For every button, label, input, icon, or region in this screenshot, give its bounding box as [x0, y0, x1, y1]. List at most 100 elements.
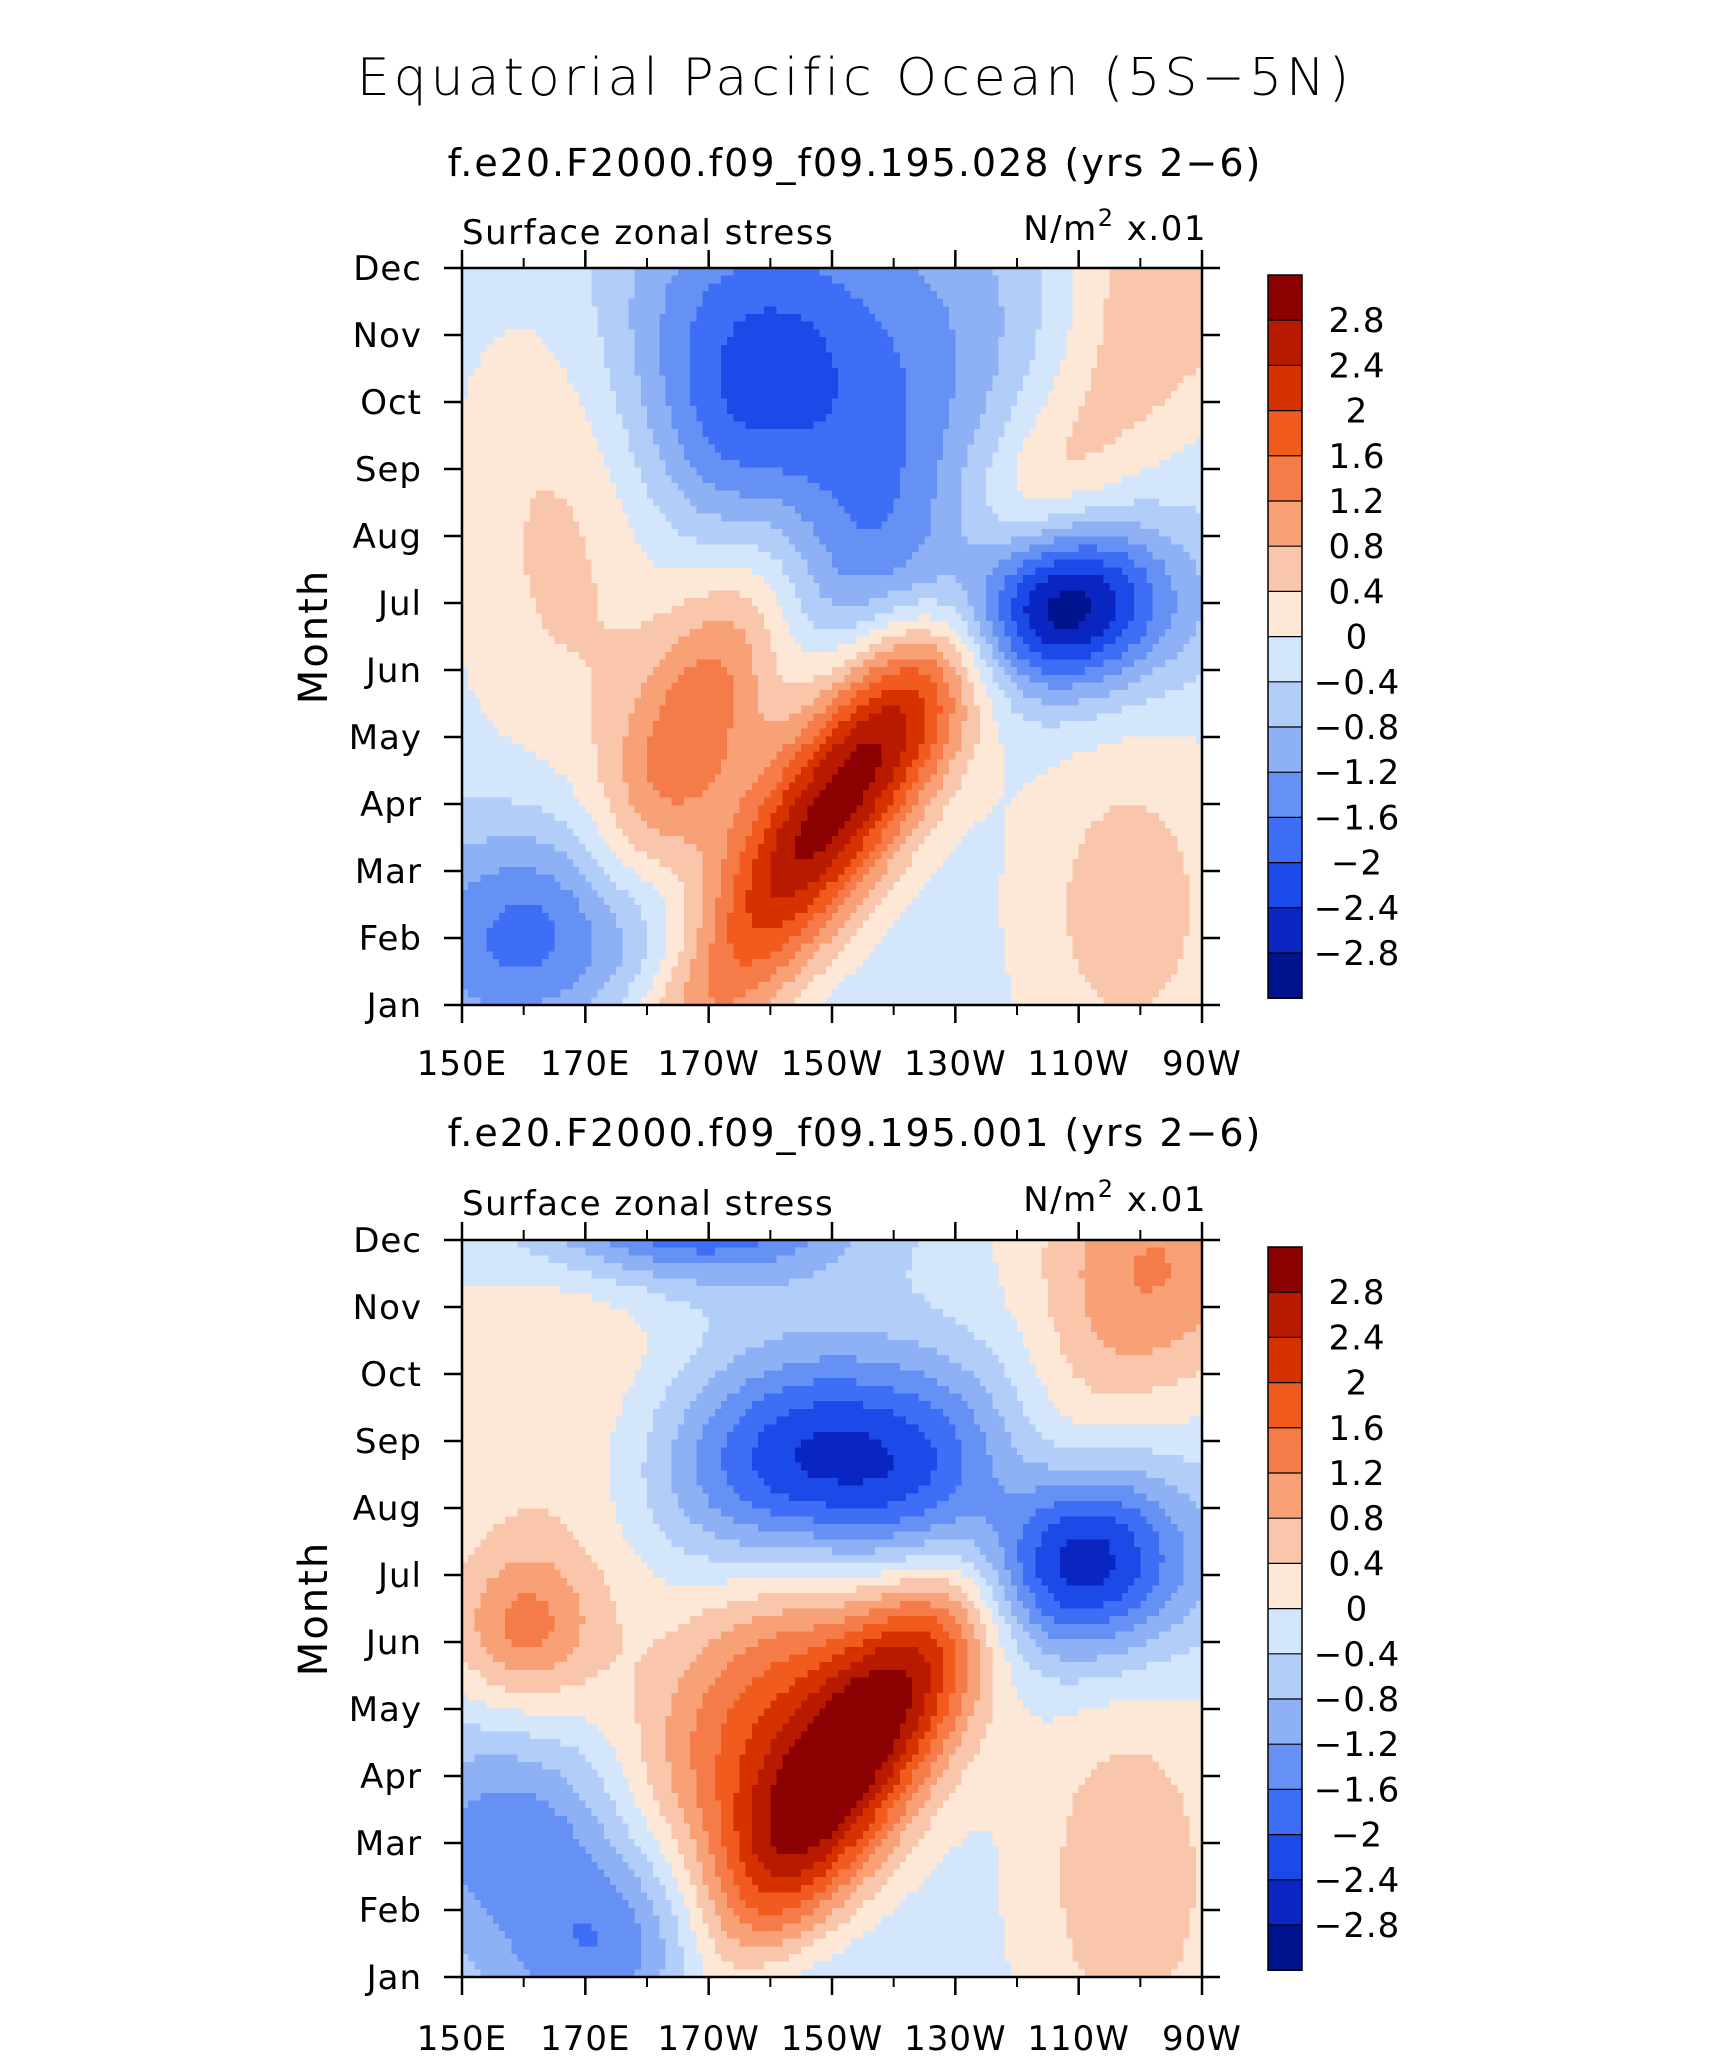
x-tick-label: 110W	[1027, 1044, 1130, 1084]
colorbar-swatch	[1268, 456, 1302, 502]
colorbar-swatch	[1268, 1428, 1302, 1474]
colorbar-swatch	[1268, 1654, 1302, 1700]
x-tick-label: 110W	[1027, 2019, 1130, 2059]
colorbar-label: −0.4	[1314, 663, 1401, 703]
colorbar-swatch	[1268, 1518, 1302, 1564]
colorbar-swatch	[1268, 1699, 1302, 1745]
figure-canvas: f.e20.F2000.f09_f09.195.028 (yrs 2−6) Sur…	[0, 0, 1710, 2059]
y-tick-label: Aug	[353, 1489, 422, 1529]
y-tick-label: May	[349, 718, 422, 758]
y-tick-label: May	[349, 1690, 422, 1730]
y-tick-label: Apr	[360, 1757, 422, 1797]
contour-field	[462, 1240, 1203, 1978]
colorbar-label: −1.6	[1314, 798, 1401, 838]
panel-units-label: N/m2 x.01	[1023, 1175, 1207, 1220]
x-tick-label: 150E	[417, 1044, 507, 1084]
colorbar-label: −1.2	[1314, 753, 1401, 793]
x-tick-label: 90W	[1162, 2019, 1242, 2059]
x-tick-label: 130W	[904, 1044, 1007, 1084]
y-axis-label: Month	[291, 1541, 337, 1676]
colorbar: 2.82.421.61.20.80.40−0.4−0.8−1.2−1.6−2−2…	[1268, 275, 1400, 999]
colorbar-swatch	[1268, 365, 1302, 411]
colorbar-swatch	[1268, 953, 1302, 999]
x-tick-label: 170W	[657, 1044, 760, 1084]
colorbar-swatch	[1268, 1473, 1302, 1519]
colorbar-label: −0.8	[1314, 708, 1401, 748]
y-tick-label: Aug	[353, 517, 422, 557]
colorbar-label: 2	[1346, 1364, 1369, 1404]
colorbar-label: −2.8	[1314, 934, 1401, 974]
colorbar-swatch	[1268, 727, 1302, 773]
colorbar-label: 1.6	[1328, 1409, 1385, 1449]
colorbar-swatch	[1268, 1789, 1302, 1835]
y-tick-label: Mar	[355, 852, 422, 892]
colorbar-swatch	[1268, 501, 1302, 547]
colorbar-label: 0	[1346, 1590, 1369, 1630]
colorbar-swatch	[1268, 320, 1302, 366]
x-tick-label: 130W	[904, 2019, 1007, 2059]
colorbar-swatch	[1268, 1609, 1302, 1655]
x-tick-label: 150E	[417, 2019, 507, 2059]
x-tick-label: 150W	[781, 2019, 884, 2059]
colorbar-label: 1.2	[1328, 1454, 1385, 1494]
y-tick-label: Jun	[364, 651, 422, 691]
panel-left-label: Surface zonal stress	[462, 1184, 834, 1224]
y-tick-label: Nov	[353, 316, 422, 356]
colorbar-label: 1.6	[1328, 437, 1385, 477]
x-tick-label: 170E	[540, 2019, 630, 2059]
colorbar-label: 0	[1346, 618, 1369, 658]
y-tick-label: Apr	[360, 785, 422, 825]
y-tick-label: Dec	[353, 1221, 422, 1261]
x-tick-label: 170W	[657, 2019, 760, 2059]
colorbar-swatch	[1268, 1835, 1302, 1881]
colorbar-label: 2.8	[1328, 1273, 1385, 1313]
y-tick-label: Jul	[376, 1556, 422, 1596]
colorbar-swatch	[1268, 1563, 1302, 1609]
colorbar-label: −0.8	[1314, 1680, 1401, 1720]
colorbar-swatch	[1268, 546, 1302, 592]
colorbar-swatch	[1268, 637, 1302, 683]
colorbar-label: 0.8	[1328, 1499, 1385, 1539]
heatmap-panel-1: f.e20.F2000.f09_f09.195.028 (yrs 2−6) Sur…	[291, 141, 1400, 1084]
colorbar-swatch	[1268, 1247, 1302, 1293]
colorbar-label: −2	[1331, 844, 1383, 884]
colorbar-swatch	[1268, 1925, 1302, 1971]
y-axis-label: Month	[291, 569, 337, 704]
colorbar-label: 2.4	[1328, 1318, 1385, 1358]
y-tick-label: Nov	[353, 1288, 422, 1328]
contour-field	[462, 268, 1203, 1006]
colorbar-swatch	[1268, 1383, 1302, 1429]
y-tick-label: Sep	[355, 1422, 422, 1462]
panel-subtitle: f.e20.F2000.f09_f09.195.028 (yrs 2−6)	[448, 141, 1263, 185]
x-tick-label: 170E	[540, 1044, 630, 1084]
colorbar-label: 2	[1346, 392, 1369, 432]
colorbar-swatch	[1268, 275, 1302, 321]
colorbar-swatch	[1268, 1744, 1302, 1790]
panel-left-label: Surface zonal stress	[462, 213, 834, 253]
colorbar-label: −2	[1331, 1816, 1383, 1856]
x-tick-label: 90W	[1162, 1044, 1242, 1084]
y-tick-label: Sep	[355, 450, 422, 490]
colorbar-label: −2.4	[1314, 1861, 1401, 1901]
colorbar-label: −1.2	[1314, 1725, 1401, 1765]
colorbar-label: 0.4	[1328, 1544, 1385, 1584]
colorbar-swatch	[1268, 682, 1302, 728]
colorbar-label: −2.4	[1314, 889, 1401, 929]
colorbar-swatch	[1268, 1292, 1302, 1338]
panel-units-label: N/m2 x.01	[1023, 204, 1207, 249]
colorbar-label: −0.4	[1314, 1635, 1401, 1675]
colorbar-label: 0.4	[1328, 572, 1385, 612]
colorbar-swatch	[1268, 1337, 1302, 1383]
colorbar-swatch	[1268, 1880, 1302, 1926]
y-tick-label: Mar	[355, 1824, 422, 1864]
colorbar-label: −1.6	[1314, 1770, 1401, 1810]
colorbar-label: −2.8	[1314, 1906, 1401, 1946]
y-tick-label: Jan	[365, 1958, 422, 1998]
y-tick-label: Feb	[359, 919, 422, 959]
y-tick-label: Jul	[376, 584, 422, 624]
heatmap-panel-2: f.e20.F2000.f09_f09.195.001 (yrs 2−6)Sur…	[291, 1111, 1400, 2059]
y-tick-label: Oct	[360, 1355, 422, 1395]
colorbar-label: 1.2	[1328, 482, 1385, 522]
x-tick-label: 150W	[781, 1044, 884, 1084]
colorbar-swatch	[1268, 908, 1302, 954]
